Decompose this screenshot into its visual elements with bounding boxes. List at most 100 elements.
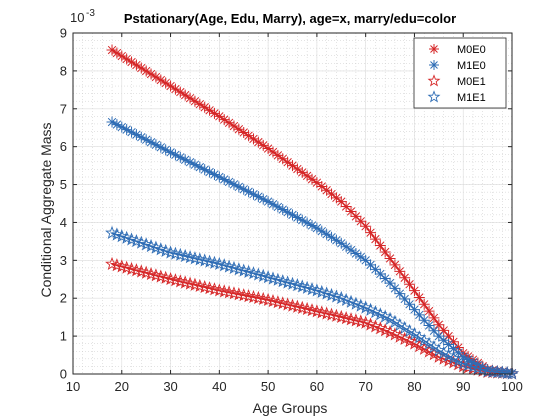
data-point (213, 171, 225, 183)
data-point (309, 304, 324, 318)
data-point (207, 282, 222, 296)
data-point (121, 124, 133, 136)
data-point (217, 284, 232, 298)
data-point (178, 248, 193, 263)
legend-entry-label: M0E1 (457, 76, 486, 88)
data-point (326, 231, 338, 243)
data-point (178, 275, 193, 289)
data-point (301, 217, 313, 229)
data-point (168, 246, 183, 260)
data-point (140, 134, 152, 146)
data-point (252, 136, 264, 148)
data-point (291, 212, 303, 224)
data-point (272, 149, 284, 161)
data-point (365, 259, 377, 271)
data-point (452, 347, 464, 359)
data-point (173, 247, 188, 261)
y-axis-ticks: 0 1 2 3 4 5 6 7 8 9 (60, 26, 512, 382)
data-point (179, 89, 191, 101)
y-exponent-label: 10 -3 (70, 8, 95, 25)
data-point (165, 146, 177, 158)
data-point (316, 225, 328, 237)
data-point (311, 222, 323, 234)
data-point (340, 241, 352, 253)
data-point (311, 177, 323, 189)
data-point (218, 173, 230, 185)
data-point (155, 141, 167, 153)
data-point (251, 290, 266, 305)
data-point (116, 121, 128, 133)
data-point (350, 248, 362, 260)
x-tick-label: 40 (212, 379, 226, 394)
data-point (231, 287, 246, 301)
data-point (194, 98, 206, 110)
data-point (247, 133, 259, 145)
data-point (433, 319, 445, 331)
y-tick-label: 4 (60, 215, 67, 230)
data-point (404, 298, 416, 310)
data-point (345, 244, 357, 256)
data-point (334, 309, 349, 324)
data-point (184, 92, 196, 104)
data-point (324, 307, 339, 321)
data-point (192, 252, 207, 266)
data-point (202, 254, 217, 268)
data-point (241, 289, 256, 303)
data-point (168, 273, 183, 287)
x-tick-label: 70 (358, 379, 372, 394)
data-point (174, 86, 186, 98)
data-point (262, 143, 274, 155)
data-point (256, 291, 271, 306)
data-point (282, 156, 294, 168)
data-point (285, 298, 300, 312)
data-point (192, 278, 207, 292)
data-point (399, 272, 411, 284)
data-point (233, 123, 245, 135)
data-point (277, 153, 289, 165)
data-point (184, 156, 196, 168)
data-point (189, 159, 201, 171)
legend-entry-label: M0E0 (457, 44, 486, 56)
data-point (243, 130, 255, 142)
data-point (222, 285, 237, 299)
y-tick-label: 9 (60, 26, 67, 41)
data-point (160, 77, 172, 89)
data-point (384, 252, 396, 264)
data-point (106, 44, 118, 56)
data-point (394, 265, 406, 277)
data-point (287, 160, 298, 172)
chart-title: Pstationary(Age, Edu, Marry), age=x, mar… (124, 11, 456, 26)
data-point (145, 136, 157, 148)
data-point (282, 206, 294, 218)
data-point (169, 149, 181, 161)
data-point (413, 291, 425, 303)
data-point (126, 126, 138, 138)
data-point (267, 146, 279, 158)
x-axis-label: Age Groups (253, 400, 328, 416)
data-point (257, 139, 269, 151)
data-point (280, 297, 295, 311)
legend-marker (427, 90, 441, 103)
data-point (369, 233, 381, 245)
data-point (179, 154, 191, 166)
data-point (290, 299, 305, 313)
data-point (267, 198, 279, 210)
y-exponent-base: 10 (70, 10, 84, 25)
legend-box (413, 37, 507, 109)
x-tick-label: 100 (501, 379, 523, 394)
data-point (197, 253, 212, 267)
x-tick-label: 10 (66, 379, 80, 394)
data-point (204, 166, 216, 178)
data-point (246, 289, 261, 304)
data-point (340, 201, 352, 213)
data-point (399, 293, 411, 305)
data-point (150, 139, 162, 151)
data-point (296, 166, 308, 178)
data-point (126, 56, 138, 68)
data-point (329, 308, 344, 322)
data-point (428, 312, 440, 324)
data-point (321, 228, 333, 240)
data-point (305, 303, 319, 317)
data-point (272, 201, 284, 213)
data-point (197, 279, 212, 294)
